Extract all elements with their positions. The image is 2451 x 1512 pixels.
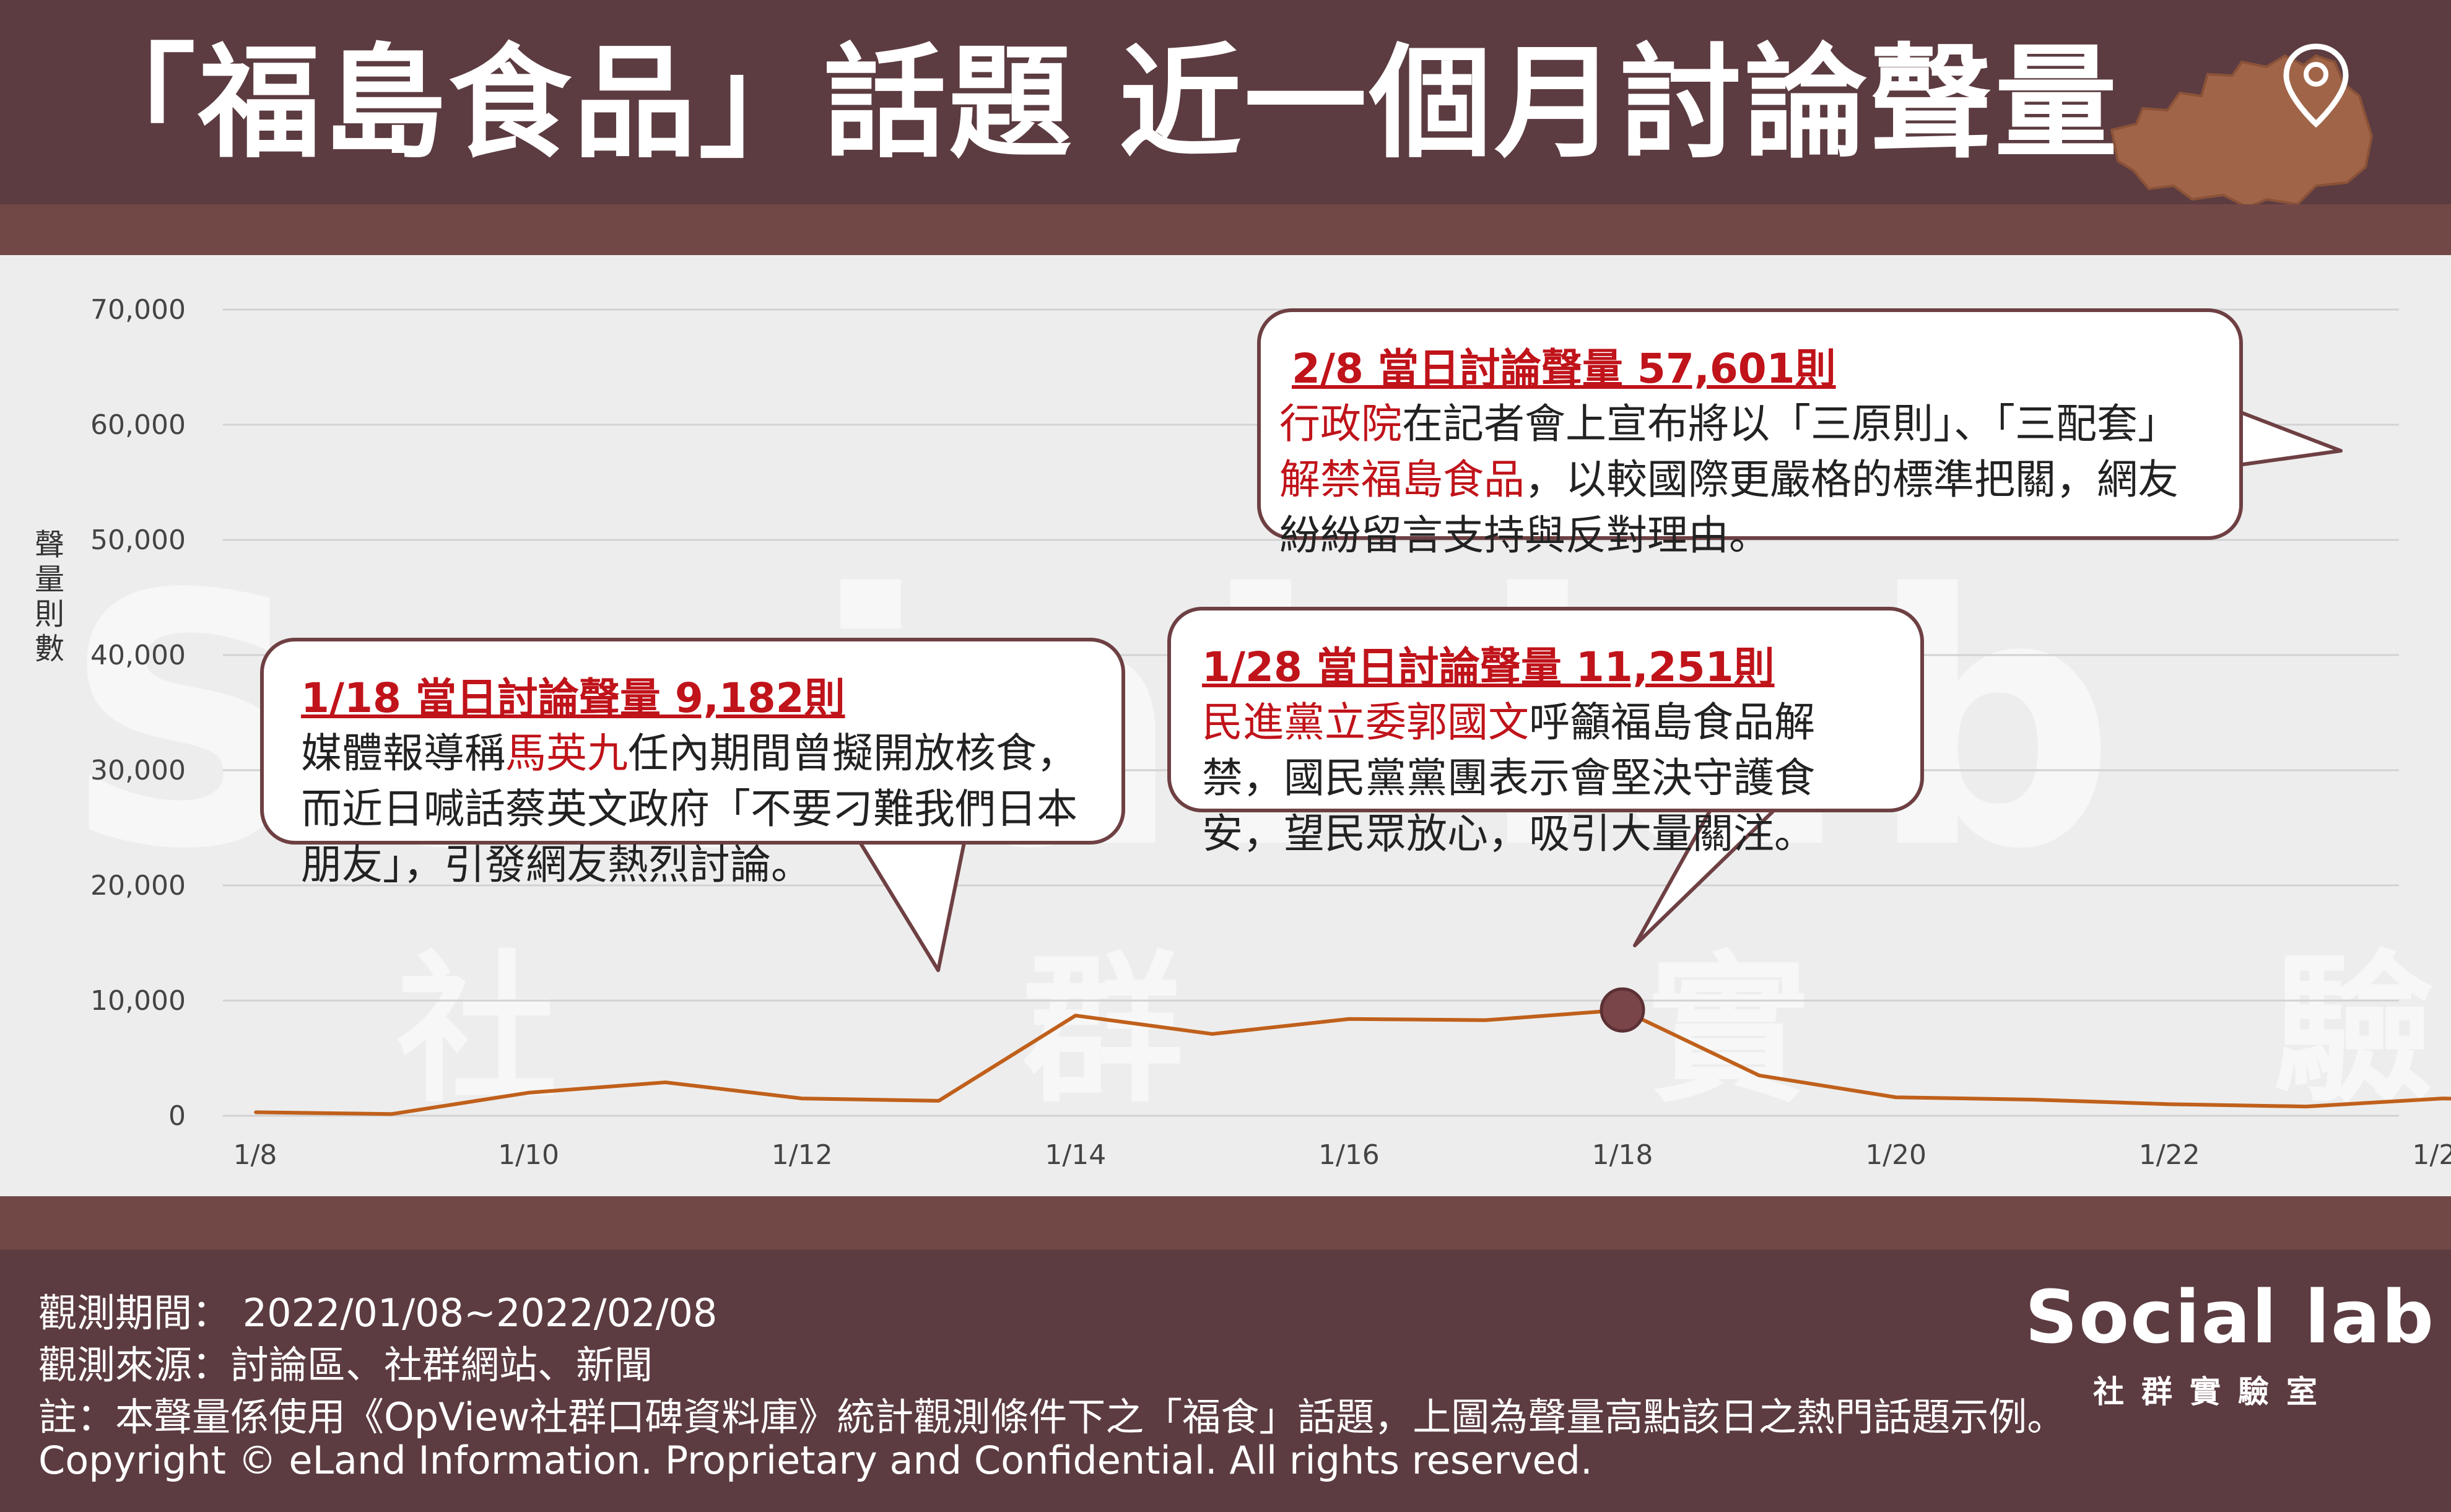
x-tick-label: 1/10 <box>498 1139 559 1171</box>
page-title: 「福島食品」話題 近一個月討論聲量 <box>73 32 2120 175</box>
data-point <box>2305 1105 2307 1108</box>
y-tick-label: 40,000 <box>90 640 186 671</box>
x-tick-label: 1/24 <box>2412 1139 2451 1171</box>
observation-source: 觀測來源：討論區、社群網站、新聞 <box>38 1342 653 1388</box>
data-point <box>254 1111 256 1114</box>
body-text: 在記者會上宣布將以「三原則」、「三配套」 <box>1402 400 2179 448</box>
brand-name: Social lab <box>2025 1274 2436 1360</box>
data-point <box>1074 1014 1077 1017</box>
y-axis-title: 聲量則數 <box>34 528 64 666</box>
header-band <box>0 204 2451 255</box>
annotation-pointer <box>853 832 968 972</box>
series-line <box>255 1008 2451 1116</box>
location-pin-icon <box>2283 43 2349 128</box>
data-point <box>2031 1098 2034 1101</box>
data-point <box>2441 1097 2444 1100</box>
y-tick-label: 50,000 <box>90 524 186 556</box>
header-bar: 「福島食品」話題 近一個月討論聲量 <box>0 0 2451 209</box>
x-tick-label: 1/18 <box>1592 1139 1653 1171</box>
annotation-pointer <box>2233 408 2343 467</box>
y-tick-label: 30,000 <box>90 755 186 786</box>
y-tick-label: 20,000 <box>90 870 186 902</box>
highlight-text: 馬英九 <box>505 729 628 777</box>
x-tick-label: 1/16 <box>1318 1139 1380 1171</box>
data-point <box>664 1081 667 1084</box>
data-point <box>2168 1103 2171 1106</box>
annotation-body-0128: 民進黨立委郭國文呼籲福島食品解禁，國民黨黨團表示會堅決守護食安，望民眾放心，吸引… <box>1202 695 1896 862</box>
data-point <box>1484 1019 1487 1022</box>
annotation-body-0208: 行政院在記者會上宣布將以「三原則」、「三配套」解禁福島食品，以較國際更嚴格的標準… <box>1279 396 2214 563</box>
footer: 觀測期間： 2022/01/08~2022/02/08 觀測來源：討論區、社群網… <box>0 1249 2451 1512</box>
watermark-sub: 社 群 實 驗 室 <box>396 937 2451 1124</box>
y-tick-label: 60,000 <box>90 409 186 441</box>
annotation-bubble-0128: 1/28 當日討論聲量 11,251則 民進黨立委郭國文呼籲福島食品解禁，國民黨… <box>1167 607 1924 858</box>
x-tick-label: 1/12 <box>772 1139 833 1171</box>
data-point <box>801 1097 804 1100</box>
x-tick-label: 1/22 <box>2139 1139 2200 1171</box>
y-tick-label: 70,000 <box>90 294 186 326</box>
data-point <box>1894 1096 1897 1099</box>
highlight-text: 行政院 <box>1279 400 1402 448</box>
annotation-pointer <box>1633 799 1785 947</box>
highlight-text: 解禁福島食品 <box>1279 456 1525 503</box>
data-point <box>938 1099 940 1102</box>
footnote: 註：本聲量係使用《OpView社群口碑資料庫》統計觀測條件下之「福食」話題，上圖… <box>38 1394 2066 1440</box>
fukushima-map-icon <box>2110 43 2374 209</box>
annotation-head-0118: 1/18 當日討論聲量 9,182則 <box>301 674 845 722</box>
annotation-body-0118: 媒體報導稱馬英九任內期間曾擬開放核食，而近日喊話蔡英文政府「不要刁難我們日本朋友… <box>301 726 1094 893</box>
highlight-marker <box>1600 987 1645 1033</box>
x-tick-label: 1/14 <box>1045 1139 1106 1171</box>
data-point <box>527 1091 530 1094</box>
annotation-bubble-0208: 2/8 當日討論聲量 57,601則 行政院在記者會上宣布將以「三原則」、「三配… <box>1257 308 2243 559</box>
body-text: ，以較國際更嚴格的標準把關，網友紛紛留言支持與反對理由。 <box>1279 456 2179 559</box>
brand-subtitle: 社群實驗室 <box>2093 1374 2335 1410</box>
brand-logo: Social lab 社群實驗室 <box>2025 1274 2434 1410</box>
data-point <box>1211 1032 1214 1035</box>
body-text: 呼籲福島食品解禁，國民黨黨團表示會堅決守護食安，望民眾放心，吸引大量關注。 <box>1202 698 1815 858</box>
y-tick-label: 10,000 <box>90 985 186 1017</box>
body-text: 媒體報導稱 <box>301 729 505 777</box>
body-text: 任內期間曾擬開放核食，而近日喊話蔡英文政府「不要刁難我們日本朋友」，引發網友熱烈… <box>301 729 1077 889</box>
copyright: Copyright © eLand Information. Proprieta… <box>38 1438 1593 1483</box>
highlight-text: 民進黨立委郭國文 <box>1202 698 1529 746</box>
x-tick-label: 1/20 <box>1865 1139 1926 1171</box>
data-point <box>1347 1017 1351 1020</box>
chart-area: Social lab 社 群 實 驗 室 010,00020,00030,000… <box>0 255 2451 1196</box>
annotation-bubble-0118: 1/18 當日討論聲量 9,182則 媒體報導稱馬英九任內期間曾擬開放核食，而近… <box>260 638 1125 889</box>
y-tick-label: 0 <box>168 1100 186 1132</box>
footer-band <box>0 1196 2451 1249</box>
annotation-head-0208: 2/8 當日討論聲量 57,601則 <box>1292 345 1836 393</box>
x-tick-label: 1/8 <box>233 1139 277 1171</box>
observation-period: 觀測期間： 2022/01/08~2022/02/08 <box>38 1290 718 1336</box>
annotation-head-0128: 1/28 當日討論聲量 11,251則 <box>1202 643 1775 691</box>
data-point <box>1757 1074 1761 1077</box>
data-point <box>390 1113 393 1116</box>
